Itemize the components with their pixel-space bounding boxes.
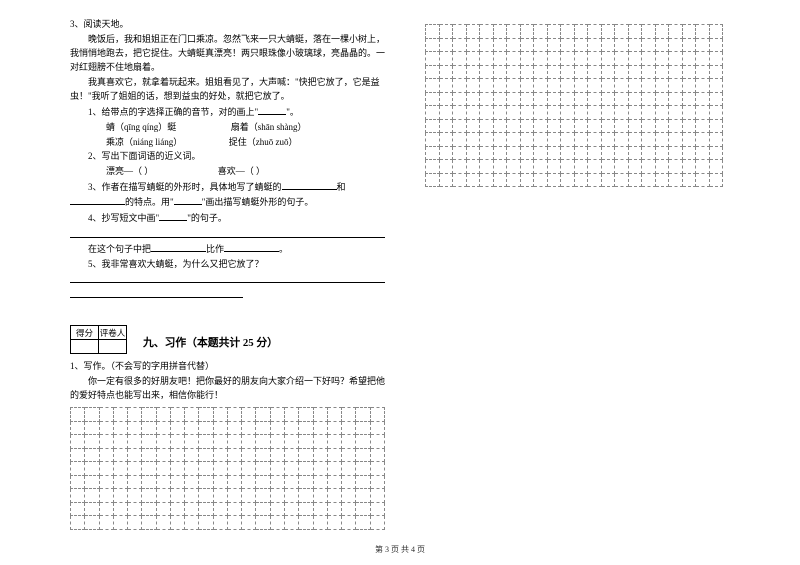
sub-question-4: 4、抄写短文中画""的句子。 (70, 211, 385, 226)
answer-line (70, 291, 243, 298)
sub-question-1: 1、给带点的字选择正确的音节，对的画上""。 (70, 105, 385, 120)
paragraph-1: 晚饭后，我和姐姐正在门口乘凉。忽然飞来一只大蜻蜓，落在一棵小树上，我悄悄地跑去，… (70, 33, 385, 75)
writing-grid-right (425, 24, 723, 187)
sub-question-5: 在这个句子中把比作。 (70, 242, 385, 257)
blank (258, 105, 286, 115)
writing-prompt: 你一定有很多的好朋友吧！把你最好的朋友向大家介绍一下好吗？希望把他的爱好特点也能… (70, 375, 385, 403)
score-box-row: 得分 评卷人 九、习作（本题共计 25 分） (70, 325, 385, 354)
sub-question-2: 2、写出下面词语的近义词。 (70, 150, 385, 164)
pinyin-row-1: 蜻（qīng qíng）蜓 扇着（shān shàng） (70, 121, 385, 135)
score-label: 得分 (71, 326, 99, 340)
section-9-title: 九、习作（本题共计 25 分） (143, 334, 278, 350)
sub-question-3: 3、作者在描写蜻蜓的外形时，具体地写了蜻蜓的和的特点。用""画出描写蜻蜓外形的句… (70, 180, 385, 210)
q3-title: 3、阅读天地。 (70, 18, 385, 32)
answer-line (70, 231, 385, 238)
blank (151, 242, 206, 252)
blank (174, 195, 202, 205)
answer-line (70, 277, 385, 284)
writing-grid-left (70, 407, 385, 530)
pinyin-row-2: 乘凉（niáng liáng） 捉住（zhuō zuō） (70, 136, 385, 150)
score-table: 得分 评卷人 (70, 325, 127, 354)
blank (159, 211, 187, 221)
right-column (425, 18, 740, 530)
sub-question-6: 5、我非常喜欢大蜻蜓，为什么又把它放了？ (70, 258, 385, 272)
blank (224, 242, 279, 252)
page-footer: 第 3 页 共 4 页 (0, 544, 800, 555)
grader-label: 评卷人 (99, 326, 127, 340)
blank (70, 195, 125, 205)
left-column: 3、阅读天地。 晚饭后，我和姐姐正在门口乘凉。忽然飞来一只大蜻蜓，落在一棵小树上… (70, 18, 385, 530)
near-words: 漂亮—（ ） 喜欢—（ ） (70, 165, 385, 179)
paragraph-2: 我真喜欢它，就拿着玩起来。姐姐看见了，大声喊："快把它放了，它是益虫！"我听了姐… (70, 76, 385, 104)
blank (282, 180, 337, 190)
writing-q1: 1、写作。（不会写的字用拼音代替） (70, 360, 385, 374)
